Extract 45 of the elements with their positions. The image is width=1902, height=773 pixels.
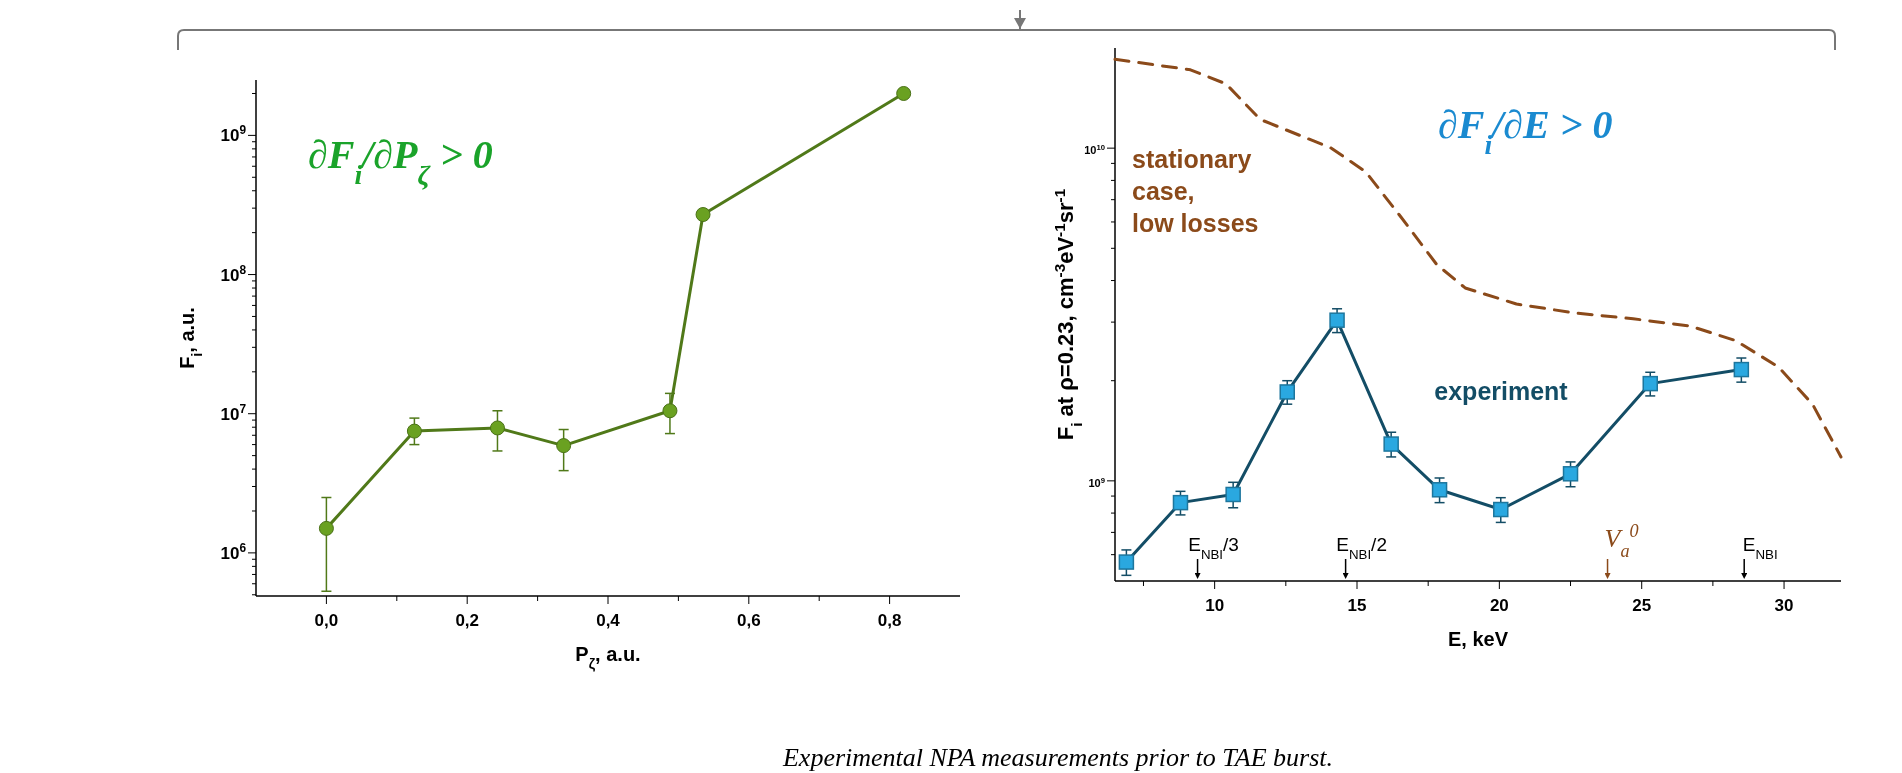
ref-line-label: E$_{NBI}$	[1742, 534, 1778, 562]
point	[1383, 436, 1399, 452]
point	[1279, 384, 1295, 400]
point	[1642, 375, 1658, 392]
text: Experimental NPA measurements prior to TAE burst.	[781, 743, 1334, 772]
point	[1431, 482, 1448, 498]
y-tick-label: 10$^{8}$	[220, 262, 247, 285]
y-tick-label: 10$^{7}$	[220, 401, 247, 424]
y-tick-label: 10$^{9}$	[220, 123, 247, 146]
y-tick-label: 10$^{9}$	[1088, 475, 1105, 489]
ref-line-label: E$_{NBI}$/3	[1188, 534, 1239, 562]
point	[556, 438, 572, 454]
point	[1562, 466, 1579, 482]
annotation: ∂F$_{i}$/∂E > 0	[1438, 102, 1613, 160]
point	[1493, 501, 1509, 518]
x-tick-label: 0,0	[314, 611, 339, 630]
x-tick-label: 0,4	[596, 611, 621, 630]
series-label: stationary case, low losses	[1132, 145, 1259, 237]
point	[1172, 494, 1189, 511]
point	[662, 403, 678, 419]
point	[1118, 554, 1135, 570]
point	[318, 520, 334, 536]
y-tick-label: 10$^{6}$	[220, 540, 247, 563]
x-axis-title: P$_{ζ}$, a.u.	[575, 643, 641, 672]
x-tick-label: 30	[1774, 596, 1794, 615]
x-tick-label: 0,2	[455, 611, 480, 630]
point	[1225, 486, 1241, 503]
line-series	[1113, 57, 1843, 459]
x-tick-label: 25	[1632, 596, 1652, 615]
point	[489, 420, 505, 436]
x-tick-label: 15	[1347, 596, 1367, 615]
point	[896, 85, 912, 101]
series-label: experiment	[1434, 377, 1569, 405]
x-tick-label: 0,8	[877, 611, 902, 630]
x-tick-label: 0,6	[736, 611, 761, 630]
y-tick-label: 10$^{10}$	[1084, 142, 1105, 157]
x-tick-label: 20	[1489, 596, 1509, 615]
x-tick-label: 10	[1205, 596, 1225, 615]
x-axis-title: E, keV	[1447, 628, 1509, 650]
annotation: ∂F$_{i}$/∂P$_{ζ}$ > 0	[308, 132, 493, 190]
point	[695, 207, 711, 223]
point	[1733, 361, 1750, 378]
point	[1329, 312, 1345, 328]
point	[406, 423, 422, 439]
ref-line-label: E$_{NBI}$/2	[1336, 534, 1387, 562]
